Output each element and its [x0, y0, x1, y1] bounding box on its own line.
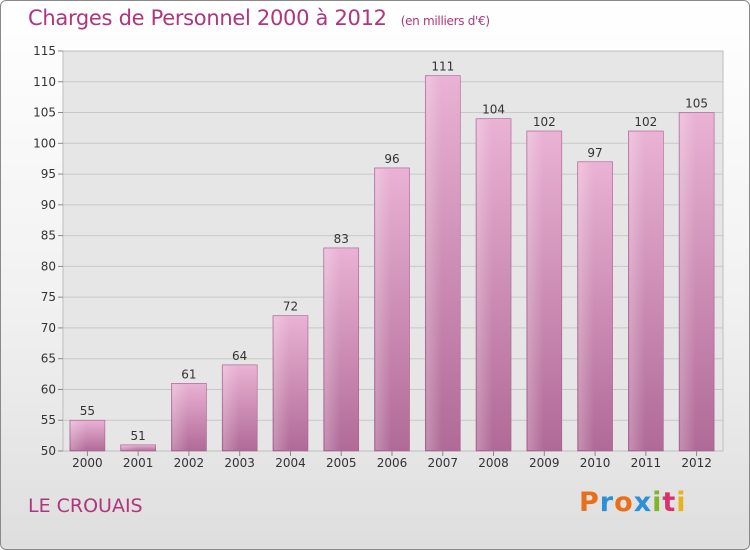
bar-value-label: 55 — [80, 404, 95, 418]
y-tick-label: 110 — [33, 75, 56, 89]
bar-highlight — [172, 384, 189, 450]
bar-value-label: 104 — [482, 103, 505, 117]
bar-value-label: 83 — [334, 232, 349, 246]
bar-value-label: 64 — [232, 349, 247, 363]
y-tick-label: 85 — [41, 229, 56, 243]
x-tick-label: 2009 — [529, 456, 560, 470]
x-tick-label: 2004 — [275, 456, 306, 470]
x-tick-label: 2006 — [377, 456, 408, 470]
bar-value-label: 102 — [634, 115, 657, 129]
y-tick-label: 65 — [41, 352, 56, 366]
logo-letter: x — [633, 487, 653, 518]
chart-subtitle: (en milliers d'€) — [400, 14, 490, 28]
bar-value-label: 111 — [431, 60, 454, 74]
y-tick-label: 90 — [41, 198, 56, 212]
logo-letter: P — [579, 487, 600, 518]
logo-letter: i — [652, 487, 663, 518]
y-tick-label: 60 — [41, 382, 56, 396]
y-tick-label: 115 — [33, 44, 56, 58]
logo-letter: t — [662, 487, 677, 518]
logo-letter: r — [599, 487, 615, 518]
y-axis: 50 55 60 65 70 75 80 85 90 95 100 105 110 115 — [33, 44, 63, 458]
bar-value-label: 51 — [131, 429, 146, 443]
y-tick-label: 50 — [41, 444, 56, 458]
y-tick-label: 55 — [41, 413, 56, 427]
y-tick-label: 80 — [41, 259, 56, 273]
y-tick-label: 100 — [33, 136, 56, 150]
bar-highlight — [477, 119, 493, 450]
bars: 55 51 61 64 72 83 96 111 104 102 97 102 105 — [69, 60, 715, 452]
chart-title: Charges de Personnel 2000 à 2012 — [28, 6, 387, 30]
bar-highlight — [527, 132, 544, 450]
x-tick-label: 2005 — [326, 456, 357, 470]
x-tick-label: 2002 — [174, 456, 205, 470]
bar-value-label: 72 — [283, 300, 298, 314]
bar-highlight — [375, 168, 392, 450]
y-tick-label: 75 — [41, 290, 56, 304]
bar-value-label: 105 — [685, 97, 708, 111]
bar-highlight — [70, 421, 87, 450]
x-tick-label: 2007 — [427, 456, 458, 470]
bar-highlight — [121, 445, 138, 450]
bar-highlight — [273, 316, 290, 450]
x-tick-label: 2012 — [681, 456, 712, 470]
town-name: LE CROUAIS — [28, 495, 143, 517]
logo-letter: i — [676, 487, 687, 518]
x-tick-label: 2000 — [72, 456, 103, 470]
proxiti-logo[interactable]: Proxiti — [579, 487, 687, 518]
x-tick-label: 2011 — [631, 456, 662, 470]
x-tick-label: 2001 — [123, 456, 154, 470]
y-tick-label: 70 — [41, 321, 56, 335]
bar-highlight — [629, 132, 646, 450]
bar-highlight — [578, 162, 595, 450]
bar-value-label: 102 — [533, 115, 556, 129]
bar-highlight — [680, 113, 696, 451]
x-tick-label: 2010 — [580, 456, 611, 470]
x-tick-label: 2003 — [224, 456, 255, 470]
chart-title-block: Charges de Personnel 2000 à 2012 (en mill… — [28, 6, 490, 30]
logo-letter: o — [614, 487, 634, 518]
bar-highlight — [223, 365, 239, 450]
x-tick-label: 2008 — [478, 456, 509, 470]
y-tick-label: 105 — [33, 106, 56, 120]
bar-highlight — [324, 248, 341, 450]
bar-value-label: 61 — [181, 367, 196, 381]
bar-highlight — [426, 76, 443, 450]
bar-value-label: 96 — [384, 152, 399, 166]
x-axis: 2000 2001 2002 2003 2004 2005 2006 2007 2008 2009… — [72, 451, 712, 470]
bar-value-label: 97 — [587, 146, 602, 160]
y-tick-label: 95 — [41, 167, 56, 181]
